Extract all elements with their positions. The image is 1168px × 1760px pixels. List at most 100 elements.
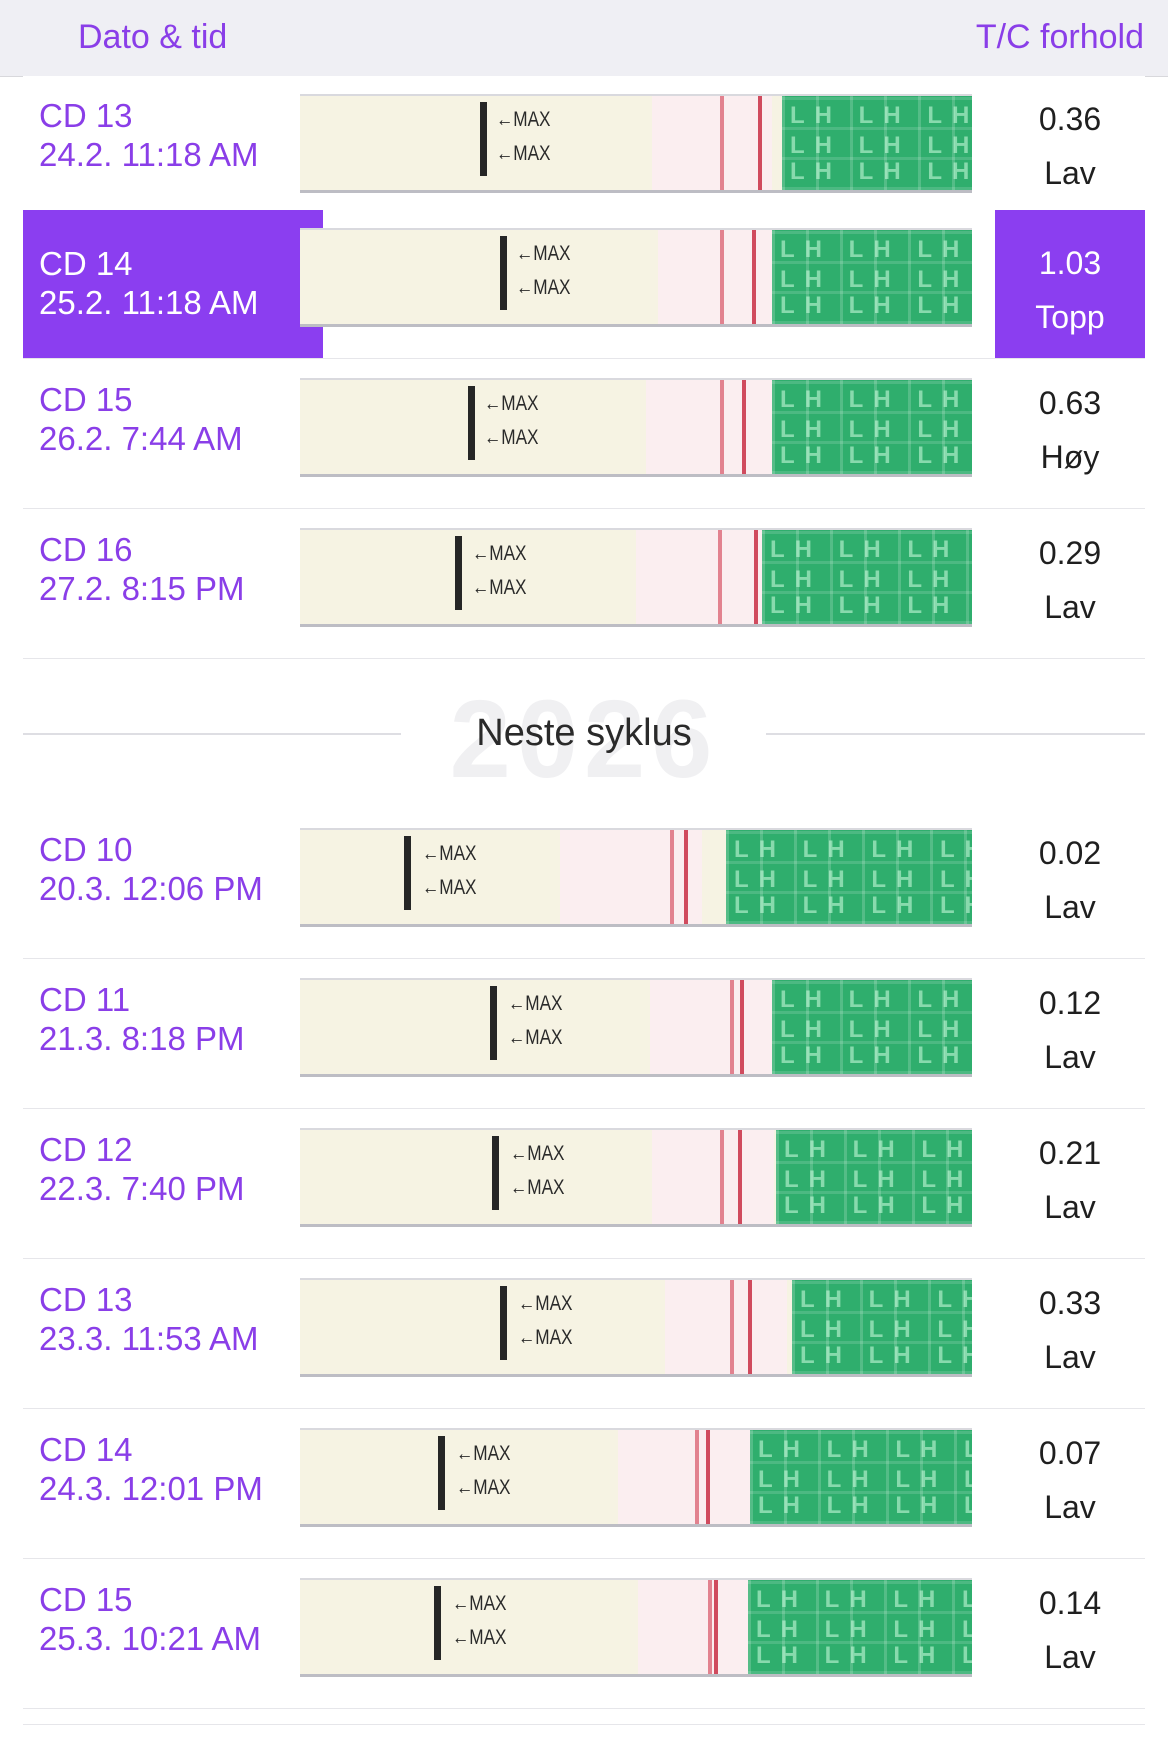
strip-max-line: [490, 986, 497, 1060]
strip-max-label: ←MAX: [516, 242, 571, 265]
strip-test-line: [720, 230, 724, 324]
test-row[interactable]: CD 15 25.3. 10:21 AM ←MAX ←MAX LH LH LH LH L…: [23, 1560, 1145, 1709]
row-ratio-cell: 0.63 Høy: [995, 360, 1145, 508]
row-ratio-cell: 0.14 Lav: [995, 1560, 1145, 1708]
strip-test-line: [670, 830, 674, 924]
separator-line-left: [23, 733, 401, 735]
row-ratio-cell: 0.33 Lav: [995, 1260, 1145, 1408]
strip-brand-text: LH LH LH LH LH LH: [758, 1436, 972, 1463]
strip-brand-text: LH LH LH LH LH LH: [790, 132, 972, 159]
strip-control-line: [706, 1430, 710, 1524]
test-row[interactable]: CD 12 22.3. 7:40 PM ←MAX ←MAX LH LH LH LH LH…: [23, 1110, 1145, 1259]
strip-test-line: [730, 980, 734, 1074]
test-row[interactable]: CD 14 25.2. 11:18 AM ←MAX ←MAX LH LH LH LH L…: [23, 210, 1145, 359]
cycle-day-label: CD 14: [39, 245, 133, 282]
strip-control-line: [754, 530, 758, 624]
row-date-cell: CD 15 25.3. 10:21 AM: [23, 1560, 323, 1708]
date-time-label: 27.2. 8:15 PM: [39, 570, 245, 607]
strip-brand-text: LH LH LH LH LH LH: [784, 1136, 972, 1163]
tc-ratio-column-header[interactable]: T/C forhold: [975, 18, 1144, 56]
strip-max-label: ←MAX: [496, 142, 551, 165]
strip-max-label: ←MAX: [422, 876, 477, 899]
strip-test-line: [695, 1430, 699, 1524]
strip-max-label: ←MAX: [422, 842, 477, 865]
row-ratio-cell: 0.21 Lav: [995, 1110, 1145, 1258]
row-date-cell: CD 16 27.2. 8:15 PM: [23, 510, 323, 658]
strip-max-label: ←MAX: [510, 1142, 565, 1165]
tc-ratio-value: 1.03: [1038, 245, 1102, 281]
date-time-label: 25.3. 10:21 AM: [39, 1620, 261, 1657]
strip-control-line: [742, 380, 746, 474]
strip-result-window: [618, 1430, 758, 1524]
test-row[interactable]: CD 14 24.3. 12:01 PM ←MAX ←MAX LH LH LH LH L…: [23, 1410, 1145, 1559]
lh-level-label: Lav: [1044, 1489, 1096, 1525]
strip-max-label: ←MAX: [516, 276, 571, 299]
row-ratio-cell: 0.12 Lav: [995, 960, 1145, 1108]
row-ratio-cell: 0.07 Lav: [995, 1410, 1145, 1558]
test-row[interactable]: CD 16 27.2. 8:15 PM ←MAX ←MAX LH LH LH LH LH…: [23, 510, 1145, 659]
strip-control-line: [684, 830, 688, 924]
lh-level-label: Lav: [1044, 1039, 1096, 1075]
strip-test-line: [718, 530, 722, 624]
tc-ratio-value: 0.21: [1038, 1135, 1102, 1171]
strip-max-label: ←MAX: [452, 1626, 507, 1649]
cycle-day-label: CD 13: [39, 1281, 133, 1318]
strip-brand-text: LH LH LH LH LH LH: [756, 1642, 972, 1669]
strip-max-line: [455, 536, 462, 610]
cycle-day-label: CD 16: [39, 531, 133, 568]
list-bottom-divider: [23, 1724, 1145, 1725]
strip-brand-text: LH LH LH LH LH LH: [780, 266, 972, 293]
strip-max-label: ←MAX: [496, 108, 551, 131]
strip-brand-text: LH LH LH LH LH LH: [734, 836, 972, 863]
strip-brand-text: LH LH LH LH LH LH: [770, 592, 972, 619]
tc-ratio-value: 0.33: [1038, 1285, 1102, 1321]
row-date-cell: CD 13 24.2. 11:18 AM: [23, 76, 323, 224]
strip-brand-text: LH LH LH LH LH LH: [784, 1166, 972, 1193]
row-date-cell: CD 14 24.3. 12:01 PM: [23, 1410, 323, 1558]
strip-max-label: ←MAX: [456, 1442, 511, 1465]
test-row[interactable]: CD 11 21.3. 8:18 PM ←MAX ←MAX LH LH LH LH LH…: [23, 960, 1145, 1109]
strip-max-label: ←MAX: [456, 1476, 511, 1499]
strip-result-window: [560, 830, 702, 924]
test-row[interactable]: CD 15 26.2. 7:44 AM ←MAX ←MAX LH LH LH LH LH…: [23, 360, 1145, 509]
next-cycle-label: Neste syklus: [476, 712, 692, 754]
strip-max-line: [438, 1436, 445, 1510]
cycle-day-label: CD 10: [39, 831, 133, 868]
strip-brand-text: LH LH LH LH LH LH: [790, 158, 972, 185]
date-time-label: 24.2. 11:18 AM: [39, 136, 259, 173]
row-ratio-cell: 0.29 Lav: [995, 510, 1145, 658]
strip-result-window: [665, 1280, 787, 1374]
strip-brand-text: LH LH LH LH LH LH: [780, 292, 972, 319]
strip-brand-text: LH LH LH LH LH LH: [756, 1616, 972, 1643]
date-time-column-header[interactable]: Dato & tid: [78, 18, 228, 56]
strip-result-window: [652, 1130, 774, 1224]
strip-max-label: ←MAX: [484, 392, 539, 415]
strip-max-line: [434, 1586, 441, 1660]
tc-ratio-value: 0.63: [1038, 385, 1102, 421]
strip-result-window: [646, 380, 776, 474]
lh-level-label: Lav: [1044, 155, 1096, 191]
cycle-day-label: CD 13: [39, 97, 133, 134]
cycle-day-label: CD 12: [39, 1131, 133, 1168]
test-row[interactable]: CD 13 24.2. 11:18 AM ←MAX ←MAX LH LH LH LH L…: [23, 76, 1145, 225]
strip-brand-text: LH LH LH LH LH LH: [780, 386, 972, 413]
lh-level-label: Lav: [1044, 1339, 1096, 1375]
tc-ratio-value: 0.29: [1038, 535, 1102, 571]
strip-control-line: [758, 96, 762, 190]
